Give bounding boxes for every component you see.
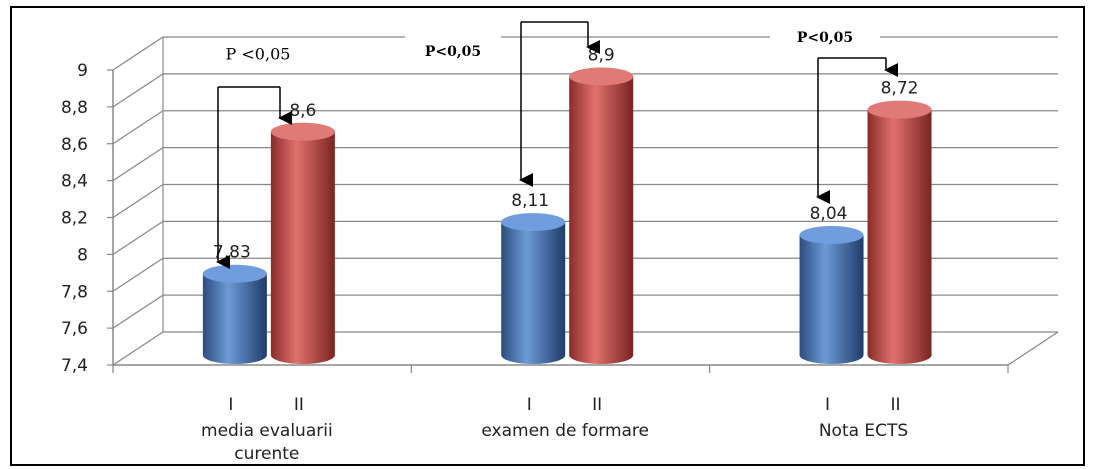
subgroup-label: I [228, 395, 233, 415]
data-label: 8,04 [810, 204, 848, 224]
side-gridline [112, 257, 164, 292]
side-gridline [112, 183, 164, 219]
bar-I [501, 222, 566, 365]
side-gridline [112, 331, 164, 366]
side-gridline [112, 294, 164, 329]
category-label: curente [234, 444, 299, 464]
bar-top [569, 67, 634, 86]
bar-top [202, 264, 267, 283]
category-label: media evaluarii [201, 421, 333, 441]
bar-II [270, 131, 335, 365]
category-label: Nota ECTS [819, 421, 908, 441]
y-tick-label: 8 [77, 245, 88, 265]
y-tick-label: 7,4 [61, 356, 88, 376]
bar-top [867, 100, 932, 119]
bar-top [501, 213, 566, 232]
data-label: 8,72 [881, 79, 919, 99]
bar-II [569, 76, 634, 365]
side-gridline [112, 220, 164, 255]
p-value-label: P <0,05 [226, 45, 291, 64]
y-tick-label: 7,8 [61, 282, 88, 302]
p-value-box [770, 22, 880, 52]
subgroup-label: I [527, 395, 532, 415]
side-gridline [112, 110, 164, 145]
bar-I [202, 273, 267, 365]
bar-top [799, 226, 864, 244]
bar-I [799, 235, 864, 365]
subgroup-label: II [294, 395, 304, 415]
side-gridline [112, 73, 164, 108]
side-gridline [112, 147, 164, 182]
category-label: examen de formare [481, 421, 649, 441]
p-value-box [405, 32, 501, 70]
y-tick-label: 8,6 [61, 135, 88, 155]
p-value-label: P<0,05 [797, 30, 853, 46]
y-tick-label: 8,8 [61, 98, 88, 118]
subgroup-label: I [825, 395, 830, 415]
p-value-box [210, 38, 306, 70]
data-label: 8,11 [511, 191, 549, 211]
data-label: 8,6 [289, 101, 316, 121]
floor-right-edge [1007, 331, 1059, 366]
subgroup-label: II [891, 395, 901, 415]
side-gridline [112, 36, 164, 71]
y-tick-label: 8,2 [61, 209, 88, 229]
p-value-label: P<0,05 [425, 44, 481, 60]
y-tick-label: 8,4 [61, 172, 88, 192]
data-label: 8,9 [588, 45, 615, 65]
bar-top [270, 122, 335, 141]
y-tick-label: 9 [77, 61, 88, 81]
y-tick-label: 7,6 [61, 319, 88, 339]
subgroup-label: II [592, 395, 602, 415]
bar-II [867, 109, 932, 365]
